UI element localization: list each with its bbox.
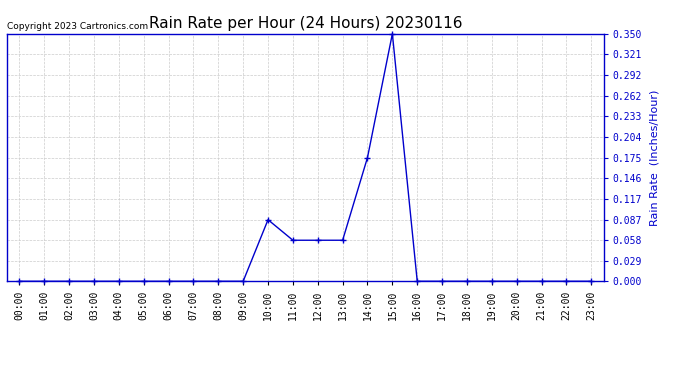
Title: Rain Rate per Hour (24 Hours) 20230116: Rain Rate per Hour (24 Hours) 20230116 <box>148 16 462 31</box>
Text: Copyright 2023 Cartronics.com: Copyright 2023 Cartronics.com <box>7 22 148 31</box>
Y-axis label: Rain Rate  (Inches/Hour): Rain Rate (Inches/Hour) <box>649 89 659 226</box>
